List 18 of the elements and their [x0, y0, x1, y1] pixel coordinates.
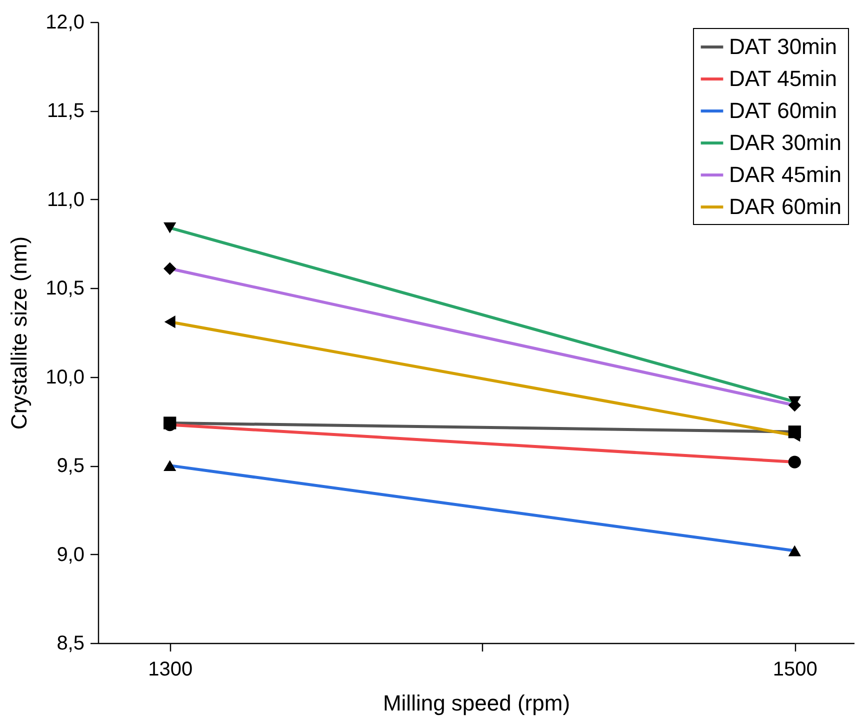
x-tick-label: 1500: [772, 658, 818, 680]
y-tick-label: 10,5: [46, 278, 84, 300]
legend-label: DAR 45min: [729, 162, 842, 187]
y-tick-label: 9,5: [56, 455, 84, 478]
x-axis-title: Milling speed (rpm): [382, 690, 570, 716]
y-tick-label: 8,5: [56, 632, 84, 654]
y-tick-label: 9,0: [56, 544, 84, 566]
legend-label: DAT 60min: [729, 98, 838, 123]
legend-label: DAR 60min: [729, 194, 842, 219]
legend-label: DAR 30min: [729, 130, 842, 155]
legend-label: DAT 30min: [729, 34, 838, 59]
y-tick-label: 10,0: [46, 366, 84, 388]
y-tick-label: 11,0: [47, 188, 84, 211]
y-tick-label: 12,0: [46, 12, 84, 34]
x-tick-label: 1300: [148, 658, 193, 680]
y-axis-title: Crystallite size (nm): [6, 236, 32, 430]
legend-label: DAT 45min: [729, 66, 838, 91]
y-tick-label: 11,5: [47, 100, 84, 122]
